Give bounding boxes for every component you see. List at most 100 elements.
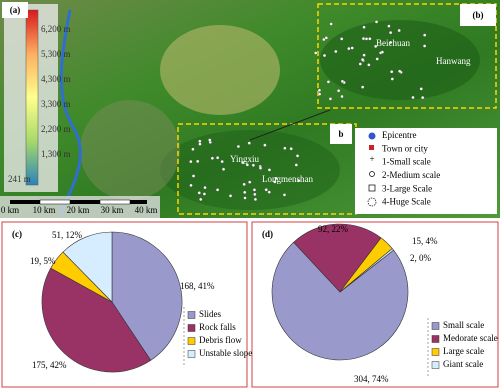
fault-line: [249, 109, 331, 141]
legend-swatch: [431, 361, 440, 369]
pie-slice: [293, 223, 382, 293]
landslide-point: [397, 28, 401, 33]
landslide-point: [199, 197, 203, 202]
landslide-point: [215, 188, 220, 192]
landslide-point: [411, 95, 415, 100]
landslide-point: [422, 44, 427, 48]
landslide-point: [388, 30, 393, 35]
landslide-point: [329, 22, 333, 26]
legend-label: Medorate scale: [443, 333, 498, 343]
landslide-point: [208, 138, 212, 142]
pie-slice: [62, 231, 113, 303]
landslide-point: [375, 57, 379, 61]
landslide-point: [336, 89, 341, 93]
panel-label-box: [330, 124, 352, 144]
landslide-point: [289, 147, 293, 151]
panel-label: (c): [12, 229, 22, 239]
elevation-label: 3,300 m: [41, 99, 71, 109]
landslide-point: [387, 24, 391, 28]
panel-label: (a): [10, 5, 21, 15]
landslide-point: [245, 163, 250, 167]
landslide-point: [251, 163, 256, 167]
value-label: 175, 42%: [32, 360, 67, 370]
landslide-point: [258, 166, 263, 170]
landslide-point: [390, 70, 394, 74]
landslide-point: [367, 63, 371, 67]
legend-label: Large scale: [443, 346, 484, 356]
map-legend: [355, 128, 497, 214]
landslide-point: [334, 49, 338, 54]
landslide-point: [350, 46, 354, 50]
legend-swatch: [431, 335, 440, 343]
place-label: Longmenshan: [262, 174, 313, 184]
landslide-point: [340, 37, 344, 41]
landslide-point: [340, 94, 344, 99]
panel-label-box: [2, 2, 28, 18]
terrain-plain: [80, 100, 180, 200]
elevation-label: 6,200 m: [41, 24, 71, 34]
terrain-ridge: [320, 20, 480, 100]
landslide-point: [361, 36, 366, 41]
landslide-point: [368, 37, 372, 41]
landslide-point: [423, 33, 427, 37]
landslide-point: [322, 53, 327, 58]
landslide-point: [247, 141, 251, 145]
legend-swatch: [187, 311, 196, 319]
landslide-point: [198, 139, 202, 143]
value-label: 168, 41%: [180, 281, 215, 291]
legend-label: Slides: [199, 309, 222, 319]
panel-label: (d): [262, 229, 273, 239]
river: [58, 9, 82, 216]
landslide-point: [419, 87, 423, 91]
value-label: 19, 5%: [30, 256, 56, 266]
value-label: 15, 4%: [412, 236, 438, 246]
landslide-point: [340, 79, 345, 83]
landslide-point: [322, 37, 326, 42]
elevation-label: 2,200 m: [41, 124, 71, 134]
landslide-point: [358, 62, 362, 66]
panel-label: b: [338, 129, 343, 139]
value-label: 51, 12%: [52, 230, 83, 240]
landslide-point: [361, 85, 365, 89]
scale-bar: [10, 199, 147, 205]
landslide-point: [328, 97, 333, 101]
terrain-ridge: [160, 130, 340, 210]
legend-label: Rock falls: [199, 322, 236, 332]
legend-swatch: [431, 322, 440, 330]
landslide-point: [380, 50, 385, 54]
legend-symbol: [368, 184, 376, 192]
scale-label: 10 km: [33, 205, 56, 215]
legend-symbol: +: [369, 154, 374, 164]
panel-frame: [251, 221, 499, 388]
landslide-point: [273, 180, 277, 184]
legend-swatch: [187, 337, 196, 345]
legend-symbol: [369, 145, 374, 150]
landslide-point: [203, 185, 207, 190]
scale-label: 0 km: [1, 205, 19, 215]
landslide-point: [324, 36, 328, 40]
legend-symbol: [369, 171, 375, 177]
legend-label: Epicentre: [382, 130, 416, 140]
legend-label: Unstable slope: [199, 348, 252, 358]
legend-swatch: [187, 324, 196, 332]
landslide-point: [189, 159, 193, 164]
landslide-point: [282, 193, 287, 197]
pie-slice: [339, 248, 395, 293]
legend-label: Town or city: [382, 143, 428, 153]
landslide-point: [297, 179, 301, 183]
landslide-point: [215, 156, 220, 160]
legend-label: 4-Huge Scale: [382, 197, 431, 207]
place-label: Yingxiu: [230, 154, 260, 164]
terrain-highland: [160, 25, 280, 115]
landslide-point: [362, 53, 366, 57]
scale-label: 20 km: [67, 205, 90, 215]
landslide-point: [264, 188, 268, 192]
landslide-point: [295, 154, 300, 158]
elevation-label: 4,300 m: [41, 74, 71, 84]
legend-label: Debris flow: [199, 335, 242, 345]
landslide-point: [274, 176, 278, 181]
pie-slice: [41, 267, 152, 373]
panel-frame: [1, 221, 248, 388]
map-panel: (a) (b) b Beichuan Hanwang Yingxiu Longm…: [0, 0, 500, 218]
landslide-point: [202, 192, 207, 196]
